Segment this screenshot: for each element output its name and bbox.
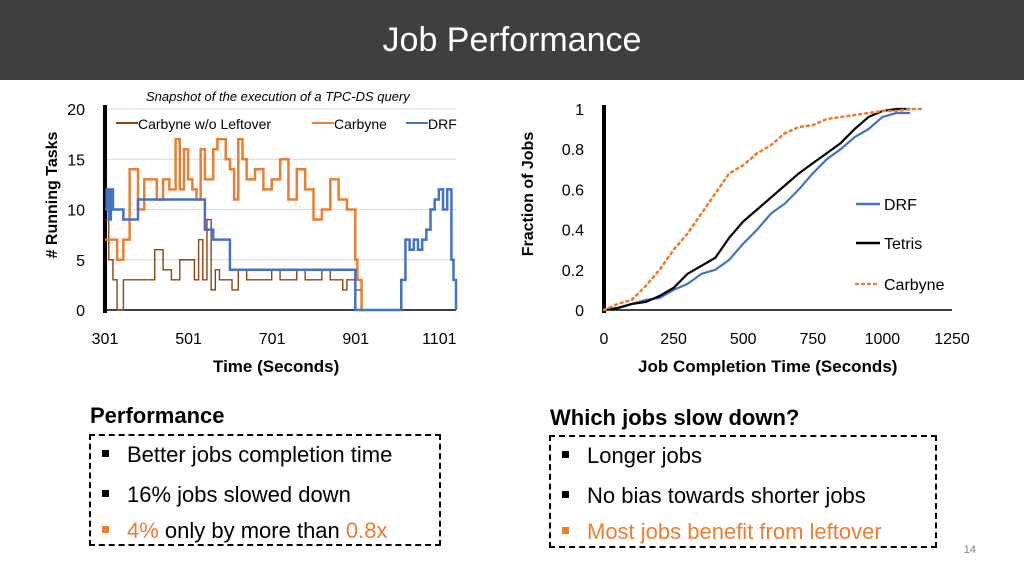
left-series-line-1 xyxy=(105,137,364,312)
left-chart-ylabel: # Running Tasks xyxy=(44,131,61,259)
right-xtick-label: 250 xyxy=(660,331,687,348)
right-ytick-label: 0 xyxy=(575,303,584,320)
performance-box xyxy=(89,434,441,546)
left-series-line-2 xyxy=(105,188,458,312)
right-ytick-label: 1 xyxy=(575,102,584,119)
left-xtick-label: 301 xyxy=(92,331,119,348)
slowdown-bullet-1: Longer jobs xyxy=(562,443,702,469)
left-series-line-0 xyxy=(105,218,364,311)
left-xtick-label: 701 xyxy=(259,331,286,348)
right-xtick-label: 0 xyxy=(600,331,609,348)
right-xtick-label: 750 xyxy=(799,331,826,348)
bullet-square-icon xyxy=(562,450,569,458)
title-bar: Job Performance xyxy=(0,0,1024,80)
performance-bullet-2: 16% jobs slowed down xyxy=(102,482,351,508)
right-ytick-label: 0.4 xyxy=(562,223,584,240)
right-chart-xlabel: Job Completion Time (Seconds) xyxy=(638,357,898,376)
performance-bullet-3: 4% only by more than 0.8x xyxy=(102,518,388,544)
bullet-square-icon xyxy=(102,525,109,533)
left-legend-label: Carbyne xyxy=(334,116,387,132)
bullet-square-icon xyxy=(562,490,569,498)
right-series-line-2 xyxy=(602,107,926,312)
right-legend-label: DRF xyxy=(884,197,917,214)
right-legend-label: Tetris xyxy=(884,236,922,253)
right-chart-ylabel: Fraction of Jobs xyxy=(520,131,537,257)
left-xtick-label: 501 xyxy=(175,331,202,348)
left-legend-label: DRF xyxy=(428,116,457,132)
left-xtick-label: 1101 xyxy=(422,331,457,348)
slowdown-bullet-2: No bias towards shorter jobs xyxy=(562,483,866,509)
bullet-square-icon xyxy=(102,449,109,457)
highlight-ratio: 0.8x xyxy=(345,518,388,543)
left-ytick-label: 5 xyxy=(76,253,85,270)
slowdown-heading: Which jobs slow down? xyxy=(550,405,800,430)
left-ytick-label: 20 xyxy=(67,102,85,119)
performance-bullet-1: Better jobs completion time xyxy=(102,442,392,468)
highlight-percent: 4% xyxy=(127,518,159,543)
slowdown-box xyxy=(549,435,937,548)
slowdown-bullet-3: Most jobs benefit from leftover xyxy=(562,519,882,545)
slide-title: Job Performance xyxy=(382,21,642,59)
right-xtick-label: 500 xyxy=(730,331,757,348)
right-xtick-label: 1000 xyxy=(865,331,901,348)
right-ytick-label: 0.6 xyxy=(562,182,584,199)
bullet-square-icon xyxy=(562,526,569,534)
right-ytick-label: 0.2 xyxy=(562,263,584,280)
right-legend-label: Carbyne xyxy=(884,277,945,294)
left-chart-xlabel: Time (Seconds) xyxy=(213,357,340,376)
left-ytick-label: 0 xyxy=(76,303,85,320)
left-legend-label: Carbyne w/o Leftover xyxy=(138,116,271,132)
left-ytick-label: 10 xyxy=(67,203,85,220)
page-number: 14 xyxy=(963,544,976,556)
left-chart-subtitle: Snapshot of the execution of a TPC-DS qu… xyxy=(146,89,410,104)
performance-heading: Performance xyxy=(90,403,225,428)
right-ytick-label: 0.8 xyxy=(562,142,584,159)
right-series-line-1 xyxy=(603,107,911,312)
bullet-square-icon xyxy=(102,489,109,497)
left-xtick-label: 901 xyxy=(342,331,369,348)
left-ytick-label: 15 xyxy=(67,152,85,169)
right-xtick-label: 1250 xyxy=(934,331,970,348)
